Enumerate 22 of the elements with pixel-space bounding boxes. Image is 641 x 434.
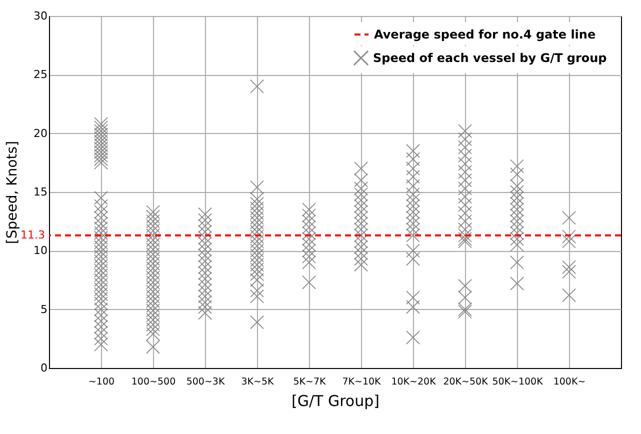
- y-tick-label: 25: [34, 68, 48, 82]
- y-tick-label: 5: [40, 302, 48, 316]
- x-tick-label: 100~500: [131, 376, 176, 388]
- x-tick-label: 100K~: [553, 376, 586, 388]
- x-tick-label: ~100: [88, 376, 115, 388]
- x-tick-label: 10K~20K: [391, 376, 437, 388]
- y-tick-label: 0: [40, 362, 48, 374]
- text: 11.3: [20, 228, 45, 242]
- x-axis-title: [G/T Group]: [292, 392, 380, 410]
- y-tick-label: 20: [34, 126, 48, 140]
- legend-label: Speed of each vessel by G/T group: [373, 51, 608, 65]
- x-tick-label: 20K~50K: [443, 376, 489, 388]
- x-tick-label: 7K~10K: [342, 376, 382, 388]
- x-tick-label: 5K~7K: [293, 376, 327, 388]
- y-axis-title: [Speed, Knots]: [4, 140, 21, 244]
- legend-label: Average speed for no.4 gate line: [374, 28, 596, 42]
- x-tick-label: 50K~100K: [492, 376, 544, 388]
- y-tick-label: 15: [34, 186, 48, 198]
- x-tick-label: 3K~5K: [241, 376, 275, 388]
- y-tick-label: 10: [34, 244, 48, 258]
- x-tick-label: 500~3K: [186, 376, 226, 388]
- y-tick-label: 30: [34, 10, 48, 22]
